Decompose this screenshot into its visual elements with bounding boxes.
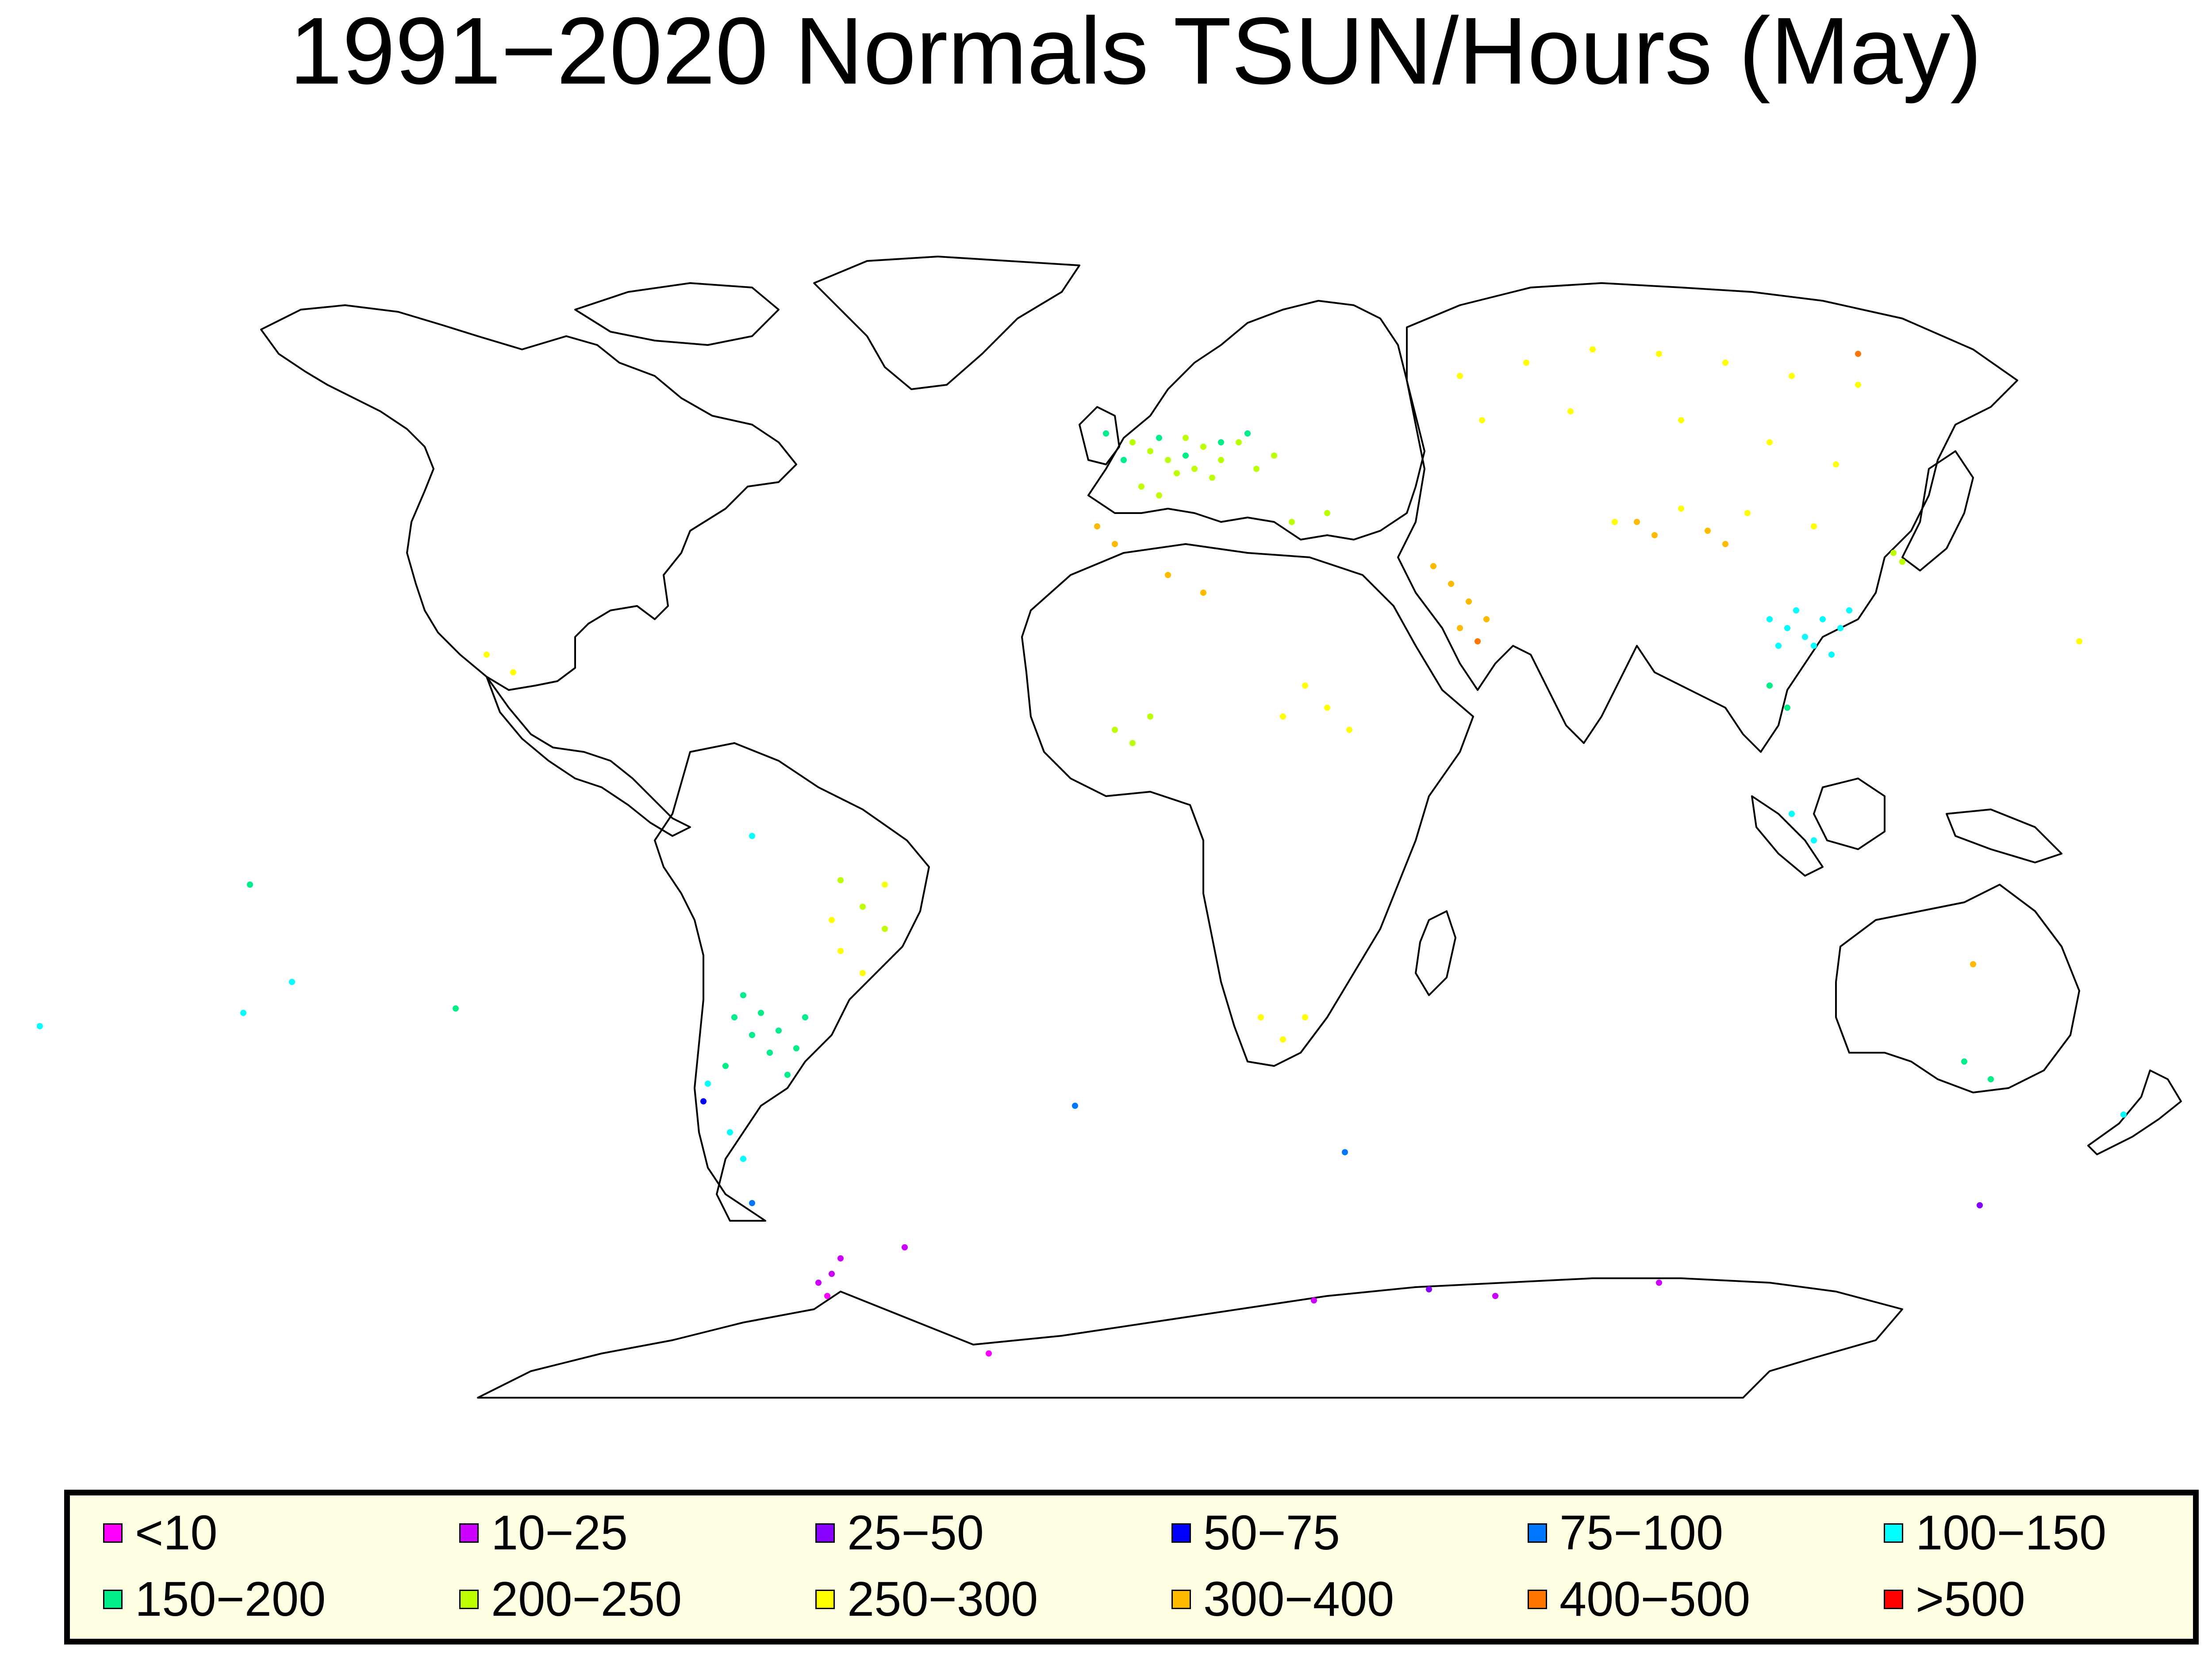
legend-item: 10−25 <box>459 1506 628 1560</box>
legend-label: 250−300 <box>847 1572 1038 1626</box>
legend-swatch <box>103 1523 123 1543</box>
legend-label: 75−100 <box>1559 1506 1724 1560</box>
continent-asia <box>1397 282 2018 753</box>
legend-item: 100−150 <box>1884 1506 2106 1560</box>
legend-item: 200−250 <box>459 1573 682 1626</box>
island-new-zealand <box>2087 1070 2182 1155</box>
legend-label: <10 <box>135 1506 218 1560</box>
legend-swatch <box>1171 1590 1191 1609</box>
island-great-britain <box>1079 406 1120 465</box>
continent-europe <box>1087 300 1425 540</box>
legend-swatch <box>1884 1523 1903 1543</box>
legend-swatch <box>1528 1523 1547 1543</box>
legend-swatch <box>459 1523 479 1543</box>
legend-swatch <box>815 1590 835 1609</box>
continent-antarctica <box>477 1277 1903 1399</box>
legend-item: >500 <box>1884 1573 2025 1626</box>
region-central-america <box>486 676 691 837</box>
legend-swatch <box>1528 1590 1547 1609</box>
island-sumatra <box>1751 795 1824 877</box>
legend-swatch <box>103 1590 123 1609</box>
legend-item: 400−500 <box>1528 1573 1750 1626</box>
island-madagascar <box>1415 910 1456 996</box>
legend-label: 200−250 <box>491 1572 682 1626</box>
legend: <10 10−25 25−50 50−75 75−100 100−150 150… <box>64 1490 2199 1644</box>
legend-item: 300−400 <box>1171 1573 1394 1626</box>
continent-north-america <box>260 304 797 691</box>
legend-label: >500 <box>1916 1572 2025 1626</box>
legend-label: 10−25 <box>491 1506 628 1560</box>
legend-item: 50−75 <box>1171 1506 1340 1560</box>
island-new-guinea <box>1946 809 2062 863</box>
legend-swatch <box>1884 1590 1903 1609</box>
legend-label: 50−75 <box>1203 1506 1340 1560</box>
continent-greenland <box>813 256 1080 390</box>
legend-swatch <box>459 1590 479 1609</box>
legend-item: <10 <box>103 1506 218 1560</box>
continent-australia <box>1835 884 2080 1093</box>
legend-label: 400−500 <box>1559 1572 1751 1626</box>
legend-item: 25−50 <box>815 1506 984 1560</box>
island-japan <box>1901 450 1974 571</box>
island-borneo <box>1813 778 1886 850</box>
legend-swatch <box>1171 1523 1191 1543</box>
map-title: 1991−2020 Normals TSUN/Hours (May) <box>289 0 1982 104</box>
legend-label: 25−50 <box>847 1506 984 1560</box>
station-markers <box>37 346 2127 1357</box>
legend-item: 150−200 <box>103 1573 326 1626</box>
island-canadian-arctic <box>574 282 780 346</box>
legend-item: 250−300 <box>815 1573 1038 1626</box>
continent-south-america <box>654 742 930 1222</box>
legend-label: 150−200 <box>135 1572 326 1626</box>
legend-swatch <box>815 1523 835 1543</box>
legend-label: 100−150 <box>1916 1506 2107 1560</box>
legend-label: 300−400 <box>1203 1572 1394 1626</box>
legend-item: 75−100 <box>1528 1506 1723 1560</box>
continent-africa <box>1021 543 1474 1067</box>
